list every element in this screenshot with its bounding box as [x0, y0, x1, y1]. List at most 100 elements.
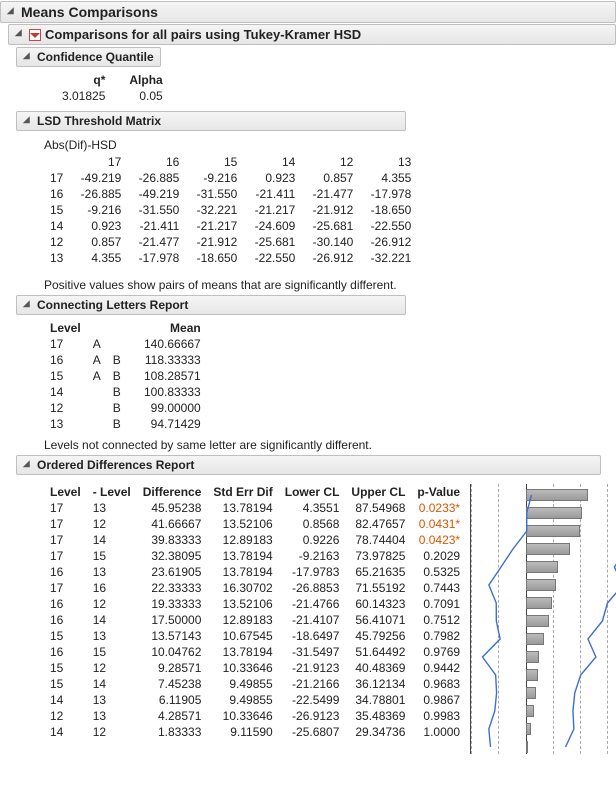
cell: 10.33646 [207, 660, 278, 676]
cell: -32.221 [185, 202, 243, 218]
cell: 0.9769 [411, 644, 466, 660]
cell: 9.49855 [207, 676, 278, 692]
cell: -31.550 [185, 186, 243, 202]
cell: 12 [87, 724, 137, 740]
cell: 7.45238 [137, 676, 208, 692]
cell: 0.923 [69, 218, 127, 234]
disclosure-triangle-icon[interactable] [23, 460, 34, 471]
cell: A [87, 336, 107, 352]
col-header: Level [44, 320, 87, 336]
cell: -25.6807 [279, 724, 346, 740]
cell: 41.66667 [137, 516, 208, 532]
cell: -25.681 [301, 218, 359, 234]
disclosure-triangle-icon[interactable] [23, 300, 34, 311]
cell: -22.5499 [279, 692, 346, 708]
lsd-subhead: Abs(Dif)-HSD [44, 136, 612, 154]
cell: 9.49855 [207, 692, 278, 708]
cell: 17 [44, 548, 87, 564]
hotspot-icon[interactable] [29, 29, 41, 41]
cell: -21.4107 [279, 612, 346, 628]
cell: 99.00000 [127, 400, 207, 416]
cell: -17.978 [359, 186, 417, 202]
cell: B [107, 384, 127, 400]
cell: 100.83333 [127, 384, 207, 400]
cell: B [107, 368, 127, 384]
col-header: 12 [301, 154, 359, 170]
subsection-title: LSD Threshold Matrix [37, 114, 161, 128]
cell: 13 [87, 564, 137, 580]
cell: 51.64492 [345, 644, 411, 660]
cell: 13 [87, 708, 137, 724]
cell: -21.411 [243, 186, 301, 202]
cell: 16.30702 [207, 580, 278, 596]
subsection-title: Confidence Quantile [37, 50, 154, 64]
cell: 13.57143 [137, 628, 208, 644]
cell: 22.33333 [137, 580, 208, 596]
cell: 73.97825 [345, 548, 411, 564]
cell: -21.2166 [279, 676, 346, 692]
connecting-letters-header[interactable]: Connecting Letters Report [16, 295, 406, 315]
subsection-title: Ordered Differences Report [37, 458, 194, 472]
cell: 108.28571 [127, 368, 207, 384]
confidence-quantile-header[interactable]: Confidence Quantile [16, 47, 161, 67]
confidence-quantile-table: q* Alpha 3.01825 0.05 [56, 72, 169, 104]
ordered-diff-table: Level- LevelDifferenceStd Err DifLower C… [44, 484, 466, 740]
cell: 13 [44, 250, 69, 266]
cell: 17 [44, 532, 87, 548]
cell: 78.74404 [345, 532, 411, 548]
cell: 0.5325 [411, 564, 466, 580]
cell: -21.9123 [279, 660, 346, 676]
cell: 17 [44, 336, 87, 352]
tukey-section-header[interactable]: Comparisons for all pairs using Tukey-Kr… [8, 24, 616, 45]
cell: 17 [44, 500, 87, 516]
cell: 16 [44, 564, 87, 580]
cell: 16 [44, 186, 69, 202]
cell: 15 [44, 368, 87, 384]
cell: 13 [44, 416, 87, 432]
cell: -18.650 [185, 250, 243, 266]
cell: -21.912 [301, 202, 359, 218]
cell: -49.219 [69, 170, 127, 186]
lsd-note: Positive values show pairs of means that… [16, 272, 616, 294]
cell: 13.78194 [207, 500, 278, 516]
cell: -31.550 [127, 202, 185, 218]
cell: 13.52106 [207, 516, 278, 532]
cell: -26.912 [359, 234, 417, 250]
disclosure-triangle-icon[interactable] [23, 116, 34, 127]
cell: 17.50000 [137, 612, 208, 628]
cell: 3.01825 [56, 88, 111, 104]
col-header: Mean [127, 320, 207, 336]
col-header: 15 [185, 154, 243, 170]
col-header: Upper CL [345, 484, 411, 500]
cell: 16 [44, 612, 87, 628]
disclosure-triangle-icon[interactable] [23, 52, 34, 63]
disclosure-triangle-icon[interactable] [15, 29, 26, 40]
cell: 17 [44, 580, 87, 596]
cell: 13.78194 [207, 564, 278, 580]
cell: 82.47657 [345, 516, 411, 532]
cell: A [87, 352, 107, 368]
cell: -32.221 [359, 250, 417, 266]
cell: 14 [44, 724, 87, 740]
cell: 0.9983 [411, 708, 466, 724]
cell: -21.477 [301, 186, 359, 202]
cell: -21.4766 [279, 596, 346, 612]
ordered-diff-header[interactable]: Ordered Differences Report [16, 455, 601, 475]
cell: 0.7091 [411, 596, 466, 612]
col-header: q* [56, 72, 111, 88]
lsd-matrix-header[interactable]: LSD Threshold Matrix [16, 111, 406, 131]
col-header: Std Err Dif [207, 484, 278, 500]
means-comparisons-header[interactable]: Means Comparisons [0, 1, 616, 23]
col-header: Difference [137, 484, 208, 500]
cell: 0.0233* [411, 500, 466, 516]
disclosure-triangle-icon[interactable] [7, 7, 18, 18]
cell: 10.33646 [207, 708, 278, 724]
cell: 23.61905 [137, 564, 208, 580]
cell: 0.0431* [411, 516, 466, 532]
cell: 14 [87, 612, 137, 628]
cell: -30.140 [301, 234, 359, 250]
cell: 12.89183 [207, 612, 278, 628]
cell: 16 [44, 352, 87, 368]
cell: 14 [87, 532, 137, 548]
cell: -18.6497 [279, 628, 346, 644]
